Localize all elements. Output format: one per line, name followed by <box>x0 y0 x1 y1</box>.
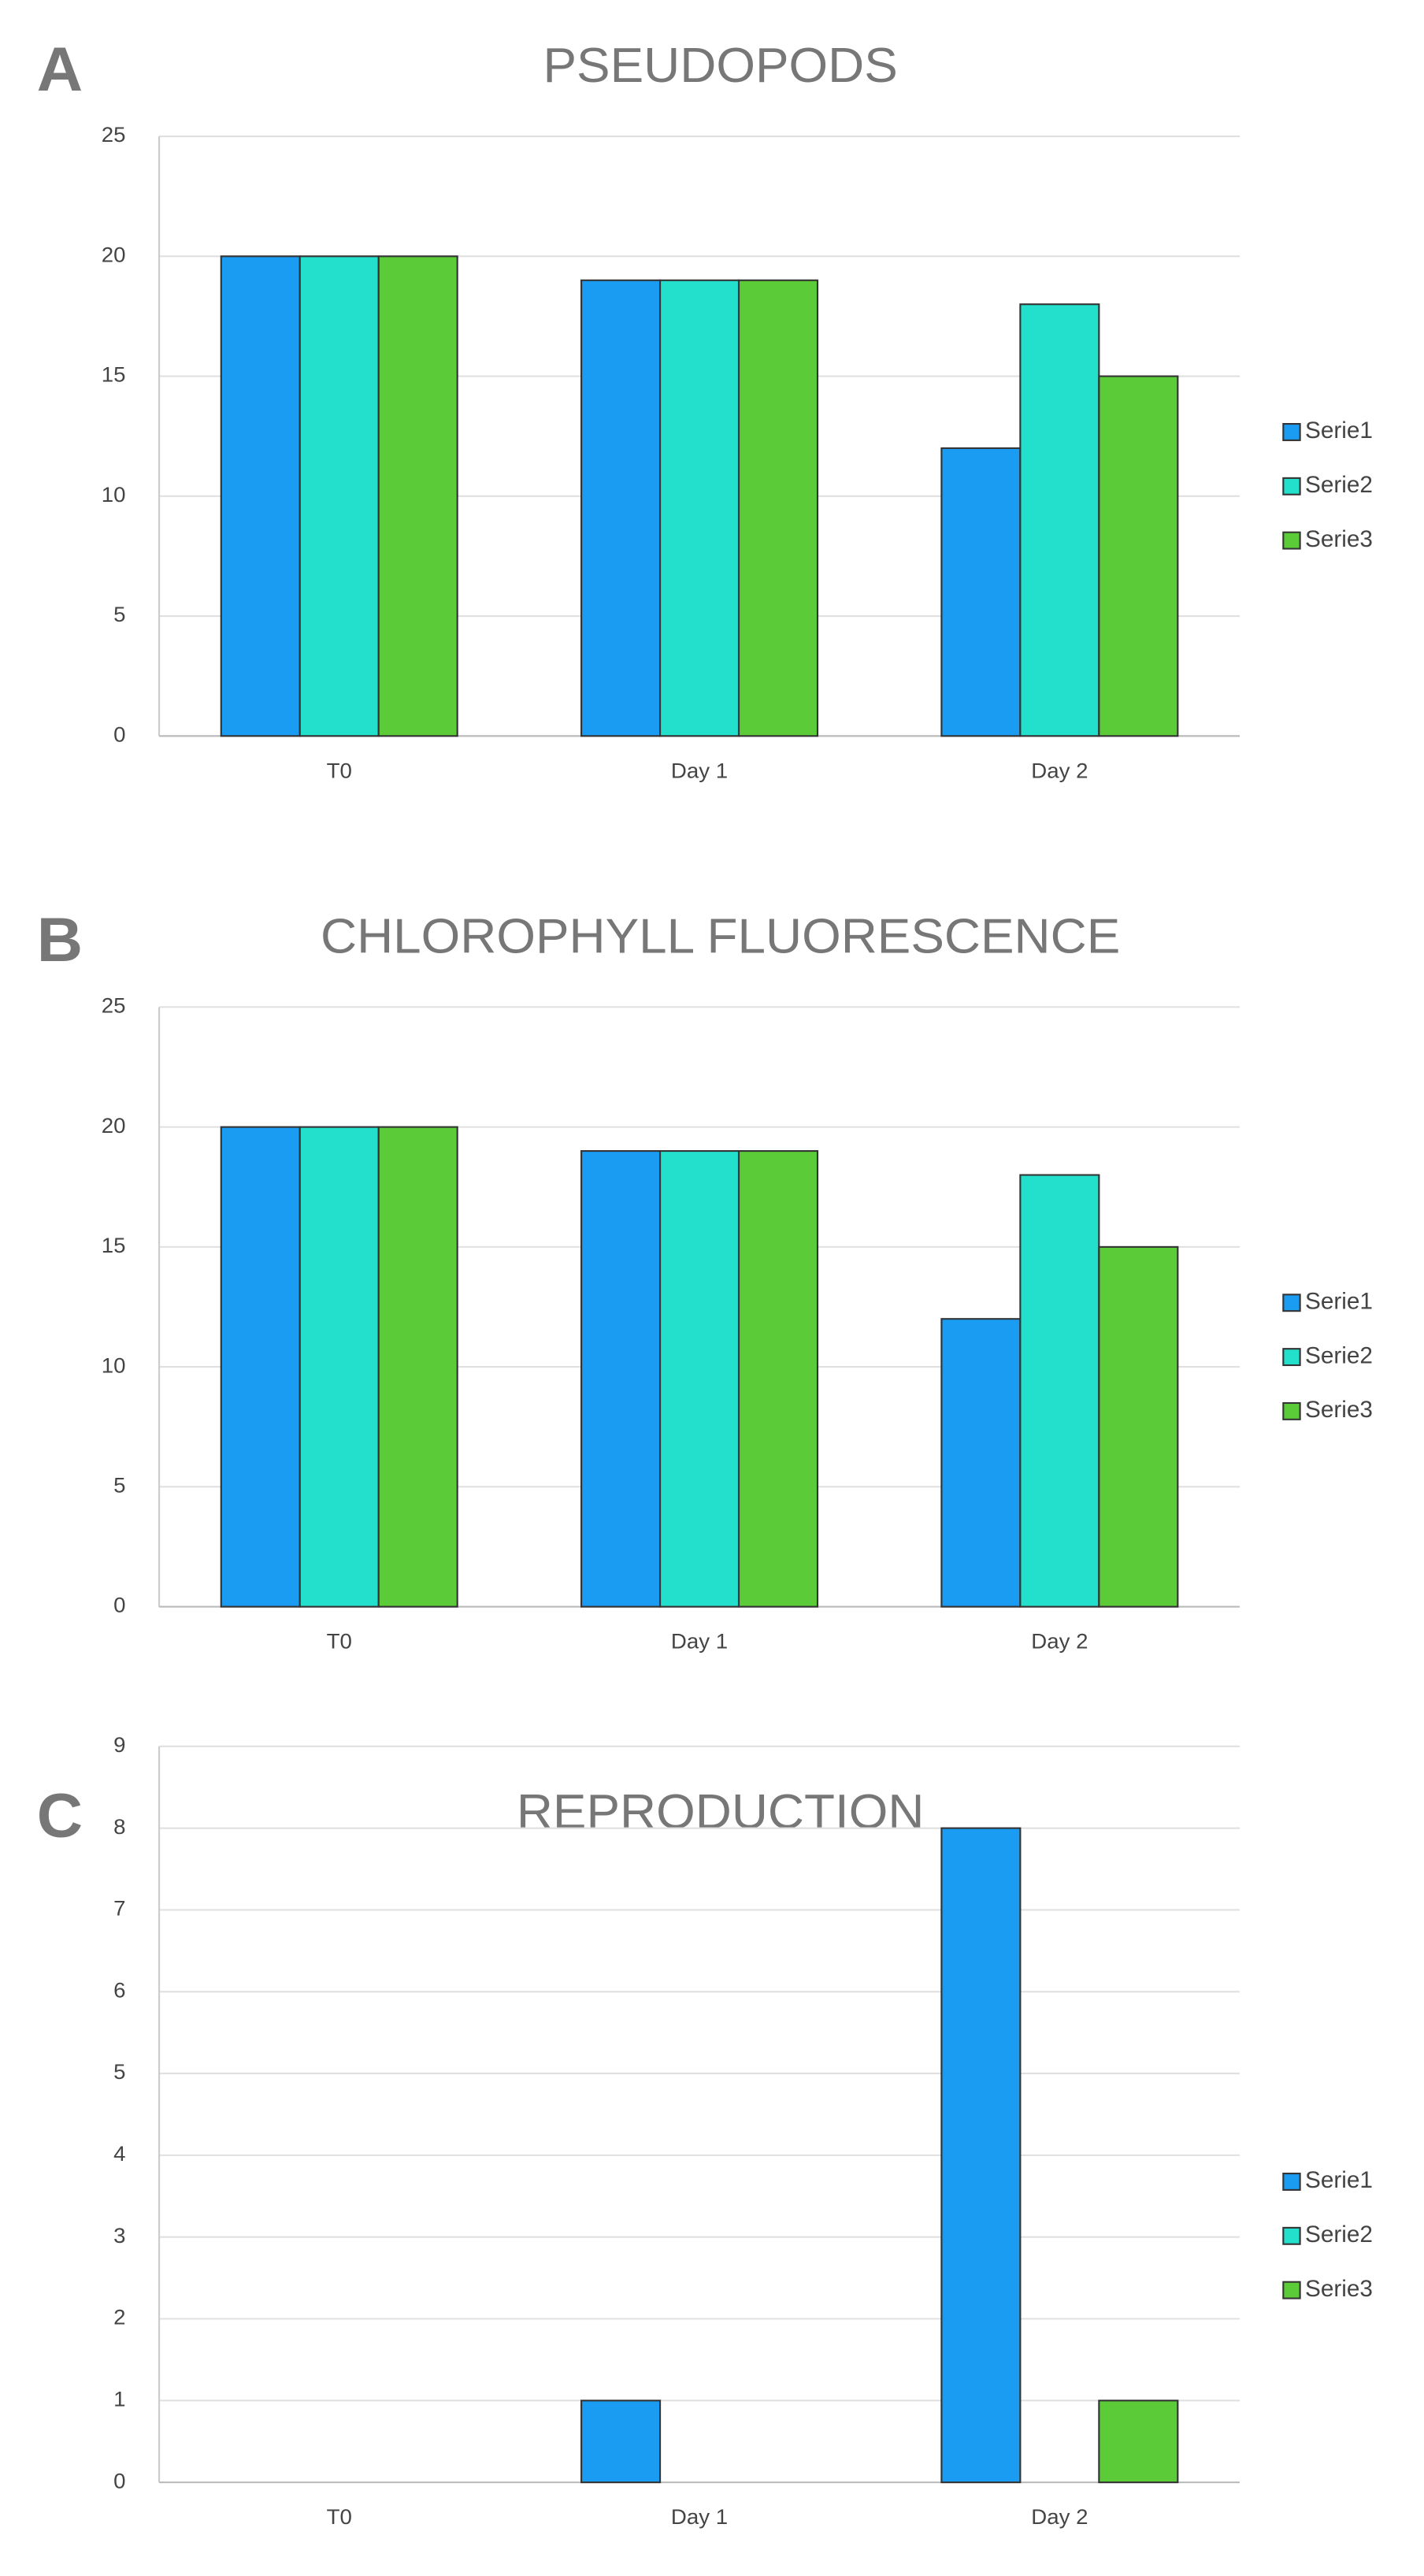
legend-swatch <box>1282 423 1301 441</box>
x-tick-label: Day 1 <box>671 2504 728 2529</box>
y-tick-label: 15 <box>102 362 126 387</box>
y-tick-label: 0 <box>113 1593 125 1617</box>
y-tick-label: 8 <box>113 1814 125 1839</box>
bar <box>1098 1245 1179 1608</box>
legend-swatch <box>1282 531 1301 550</box>
panel-label: B <box>37 905 83 974</box>
y-tick-label: 10 <box>102 482 126 507</box>
y-tick-label: 3 <box>113 2223 125 2248</box>
y-tick-label: 5 <box>113 602 125 626</box>
bar <box>1098 375 1179 737</box>
legend-label: Serie1 <box>1305 2167 1373 2193</box>
x-tick-label: T0 <box>327 1629 352 1654</box>
chart-title: REPRODUCTION <box>517 1785 925 1839</box>
y-tick-label: 10 <box>102 1353 126 1378</box>
chart-title: CHLOROPHYLL FLUORESCENCE <box>321 909 1120 963</box>
x-tick-label: Day 2 <box>1031 1629 1088 1654</box>
legend-swatch <box>1282 1401 1301 1420</box>
bar <box>377 1126 458 1608</box>
bar <box>220 255 301 737</box>
legend-swatch <box>1282 2226 1301 2245</box>
y-tick-label: 2 <box>113 2305 125 2329</box>
legend-swatch <box>1282 477 1301 496</box>
x-tick-label: Day 2 <box>1031 759 1088 783</box>
legend-swatch <box>1282 1294 1301 1312</box>
legend-label: Serie1 <box>1305 418 1373 444</box>
legend-label: Serie2 <box>1305 2222 1373 2248</box>
bar <box>580 1150 662 1608</box>
legend-swatch <box>1282 2281 1301 2299</box>
bar <box>737 279 819 737</box>
chart-title: PSEUDOPODS <box>543 39 897 93</box>
bar <box>299 1126 380 1608</box>
y-tick-label: 5 <box>113 2059 125 2084</box>
x-tick-label: T0 <box>327 759 352 783</box>
y-tick-label: 25 <box>102 123 126 147</box>
bar <box>940 447 1022 737</box>
y-tick-label: 6 <box>113 1978 125 2003</box>
bar <box>1098 2400 1179 2484</box>
legend-label: Serie3 <box>1305 1397 1373 1423</box>
y-tick-label: 9 <box>113 1732 125 1757</box>
x-tick-label: T0 <box>327 2504 352 2529</box>
bar <box>580 279 662 737</box>
legend-label: Serie3 <box>1305 526 1373 552</box>
y-tick-label: 1 <box>113 2387 125 2411</box>
x-tick-label: Day 1 <box>671 759 728 783</box>
legend-label: Serie3 <box>1305 2276 1373 2302</box>
y-tick-label: 5 <box>113 1473 125 1498</box>
bar <box>940 1318 1022 1608</box>
bar <box>658 1150 740 1608</box>
y-tick-label: 25 <box>102 993 126 1018</box>
panel-label: C <box>37 1780 83 1850</box>
panel-label: A <box>37 34 83 103</box>
bar <box>940 1827 1022 2484</box>
legend-label: Serie1 <box>1305 1289 1373 1315</box>
y-tick-label: 4 <box>113 2141 125 2166</box>
x-tick-label: Day 2 <box>1031 2504 1088 2529</box>
bar <box>580 2400 662 2484</box>
bar <box>377 255 458 737</box>
y-tick-label: 20 <box>102 243 126 267</box>
bar <box>1019 303 1100 737</box>
y-tick-label: 20 <box>102 1113 126 1138</box>
y-tick-label: 0 <box>113 722 125 747</box>
legend-swatch <box>1282 1348 1301 1367</box>
legend-swatch <box>1282 2173 1301 2191</box>
bar <box>658 279 740 737</box>
legend-label: Serie2 <box>1305 1343 1373 1369</box>
bar <box>1019 1174 1100 1608</box>
legend-label: Serie2 <box>1305 472 1373 498</box>
x-tick-label: Day 1 <box>671 1629 728 1654</box>
bar <box>737 1150 819 1608</box>
y-tick-label: 0 <box>113 2469 125 2493</box>
y-tick-label: 15 <box>102 1233 126 1257</box>
y-tick-label: 7 <box>113 1896 125 1921</box>
bar <box>220 1126 301 1608</box>
bar <box>299 255 380 737</box>
